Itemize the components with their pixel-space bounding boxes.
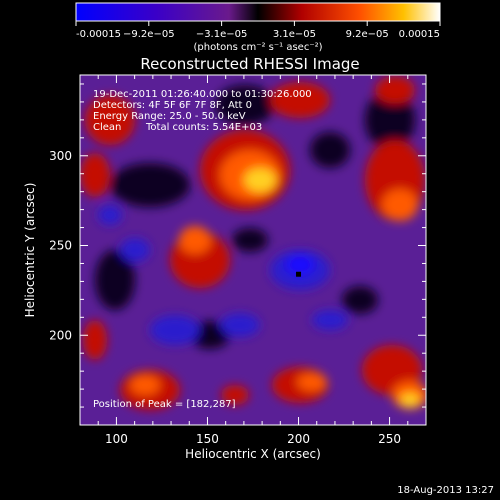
colorbar-tick-label: -0.00015 [76, 29, 121, 40]
colorbar-tick-label: −9.2e−05 [123, 29, 175, 40]
colorbar-units: (photons cm⁻² s⁻¹ asec⁻²) [193, 42, 322, 53]
y-tick-label: 200 [49, 328, 72, 342]
colorbar-tick-label: 9.2e−05 [346, 29, 389, 40]
y-tick-label: 250 [49, 239, 72, 253]
colorbar-tick-labels: -0.00015 −9.2e−05 −3.1e−05 3.1e−05 9.2e−05 0.… [76, 29, 440, 40]
annotation-detectors: Detectors: 4F 5F 6F 7F 8F, Att 0 [93, 100, 252, 111]
annotation-counts: Total counts: 5.54E+03 [145, 122, 262, 133]
x-tick-label: 250 [378, 432, 401, 446]
heatmap-image [80, 75, 426, 425]
chart-title: Reconstructed RHESSI Image [140, 55, 359, 73]
colorbar-tick-label: 0.00015 [399, 29, 440, 40]
x-tick-labels: 100 150 200 250 [105, 432, 401, 446]
colorbar-tick-label: 3.1e−05 [273, 29, 316, 40]
x-tick-label: 200 [287, 432, 310, 446]
annotations: 19-Dec-2011 01:26:40.000 to 01:30:26.000… [93, 89, 312, 410]
x-tick-label: 150 [196, 432, 219, 446]
y-tick-labels: 200 250 300 [49, 149, 72, 342]
y-tick-label: 300 [49, 149, 72, 163]
colorbar-ticks [75, 21, 441, 26]
colorbar-tick-label: −3.1e−05 [196, 29, 248, 40]
annotation-clean: Clean [93, 122, 121, 133]
x-tick-label: 100 [105, 432, 128, 446]
annotation-time: 19-Dec-2011 01:26:40.000 to 01:30:26.000 [93, 89, 312, 100]
annotation-energy: Energy Range: 25.0 - 50.0 keV [93, 111, 246, 122]
footer-date: 18-Aug-2013 13:27 [397, 485, 494, 496]
plot-frame [79, 74, 427, 426]
colorbar: -0.00015 −9.2e−05 −3.1e−05 3.1e−05 9.2e−05 0.… [75, 2, 441, 53]
colorbar-gradient [75, 2, 441, 22]
x-axis-label: Heliocentric X (arcsec) [185, 447, 321, 461]
peak-marker [296, 271, 302, 277]
annotation-peak: Position of Peak = [182,287] [93, 399, 236, 410]
y-axis-label: Heliocentric Y (arcsec) [23, 183, 37, 318]
axis-ticks [79, 75, 427, 426]
